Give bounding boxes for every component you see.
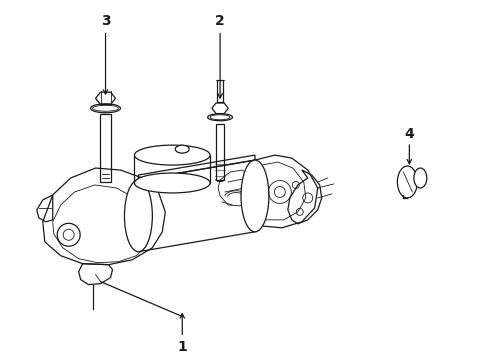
Ellipse shape <box>134 145 210 165</box>
Ellipse shape <box>241 160 268 232</box>
Ellipse shape <box>134 173 210 193</box>
Text: 3: 3 <box>101 14 110 28</box>
Text: 2: 2 <box>215 14 224 28</box>
Ellipse shape <box>175 145 189 153</box>
Ellipse shape <box>397 166 416 198</box>
Ellipse shape <box>124 180 152 252</box>
Text: 1: 1 <box>177 340 187 354</box>
Text: 4: 4 <box>404 127 413 141</box>
Ellipse shape <box>413 168 426 188</box>
